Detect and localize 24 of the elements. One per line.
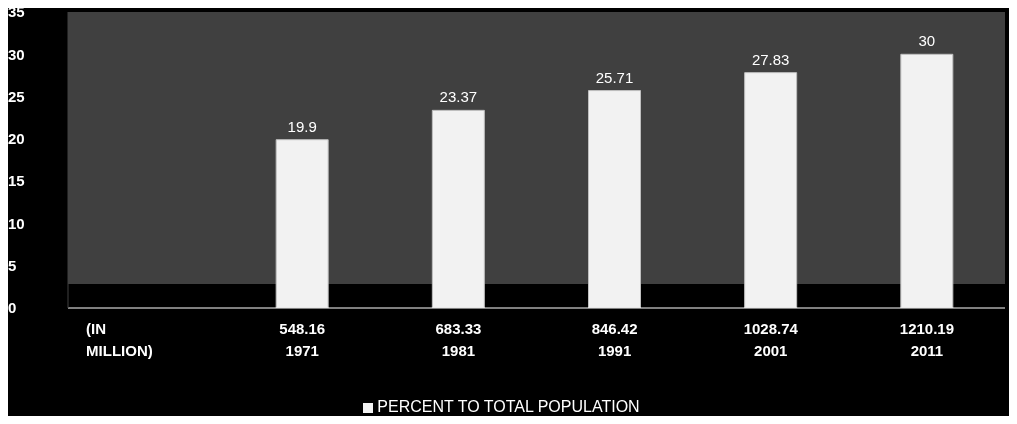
x-tick-label: 1210.19 2011: [899, 320, 955, 359]
y-tick-label: 30: [8, 45, 25, 63]
y-tick-label: 25: [8, 87, 25, 105]
x-tick-label: 846.42 1991: [591, 320, 638, 359]
y-tick-label: 20: [8, 130, 25, 148]
bar: [900, 53, 954, 308]
bar: [431, 109, 485, 308]
x-tick-label: 548.16 1971: [279, 320, 326, 359]
legend-label: PERCENT TO TOTAL POPULATION: [377, 398, 640, 415]
data-label: 25.71: [595, 68, 634, 86]
x-tick-label: (IN MILLION): [86, 320, 153, 359]
data-label: 27.83: [751, 50, 790, 68]
y-tick-label: 5: [8, 257, 17, 275]
bar: [588, 90, 641, 308]
bar: [275, 139, 329, 308]
y-tick-label: 0: [8, 299, 17, 317]
y-tick-label: 10: [8, 214, 25, 232]
data-label: 30: [918, 32, 936, 50]
x-tick-label: 1028.74 2001: [743, 320, 799, 359]
data-label: 23.37: [439, 88, 478, 106]
x-tick-label: 683.33 1981: [435, 320, 482, 359]
bar: [744, 72, 798, 308]
y-tick-label: 15: [8, 172, 25, 190]
data-label: 19.9: [287, 117, 317, 135]
